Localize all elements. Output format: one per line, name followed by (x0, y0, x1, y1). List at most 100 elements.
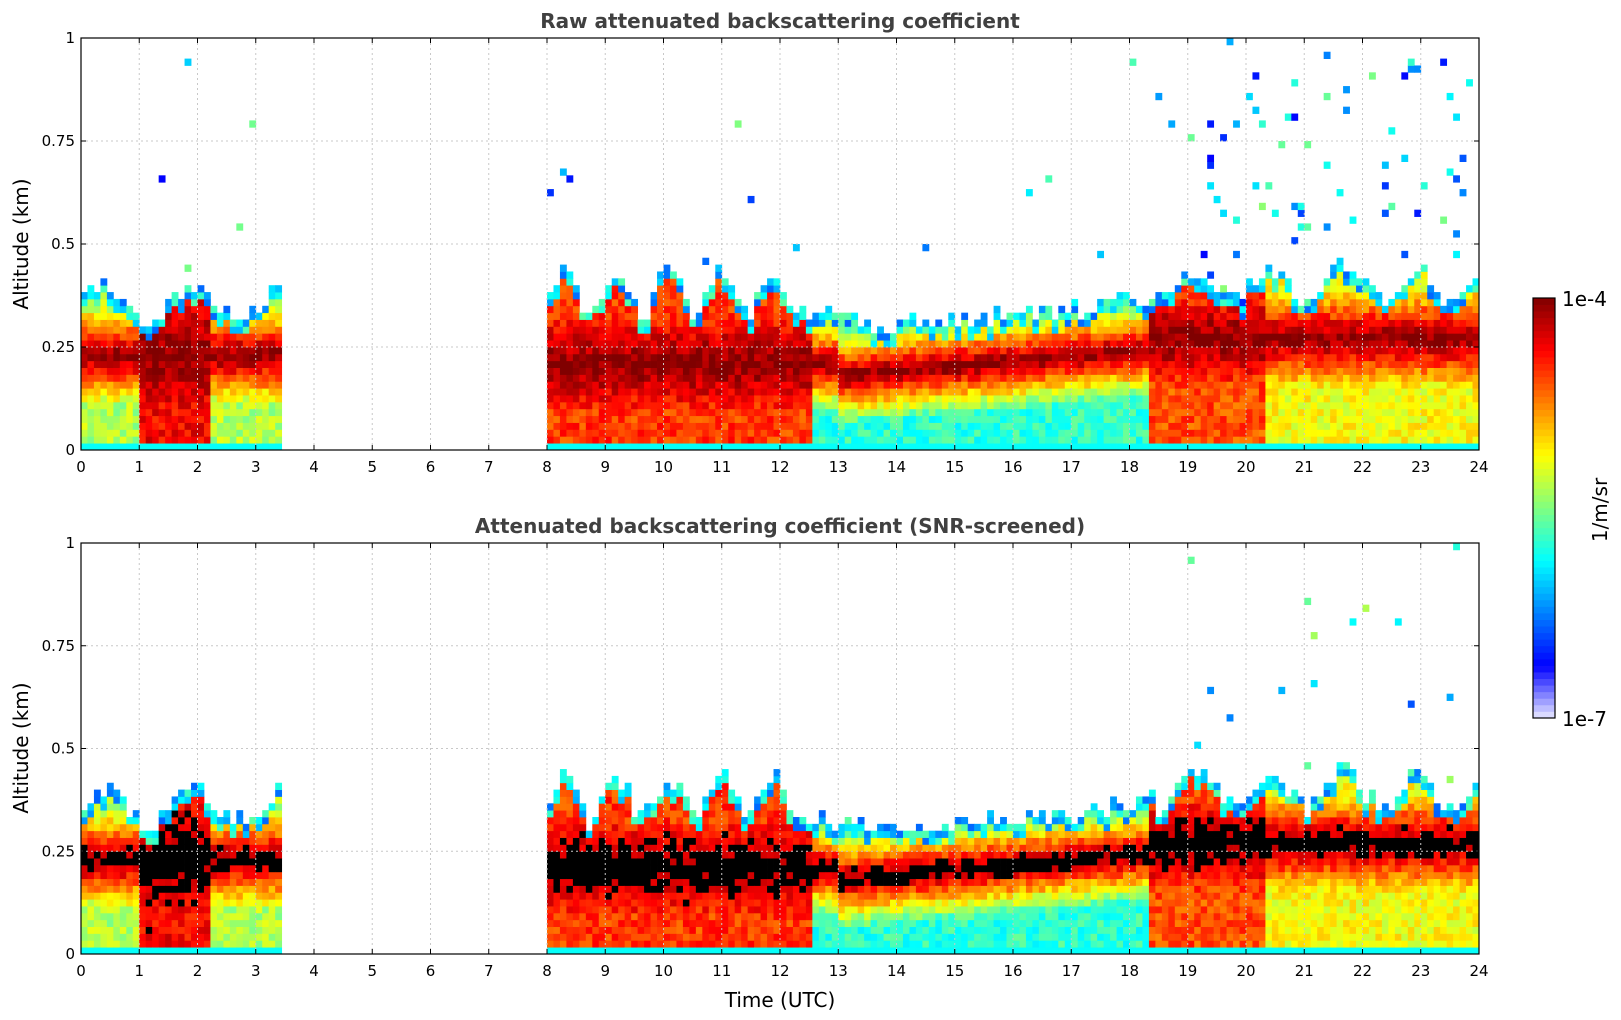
heatmap-cell (1051, 319, 1059, 327)
heatmap-cell (812, 367, 820, 375)
heatmap-cell (184, 298, 192, 307)
heatmap-cell (203, 926, 211, 934)
heatmap-cell (708, 415, 716, 423)
heatmap-cell (1239, 353, 1247, 362)
heatmap-cell (773, 422, 781, 430)
heatmap-cell (1252, 374, 1260, 382)
heatmap-cell (1174, 436, 1182, 444)
heatmap-cell (178, 823, 185, 832)
heatmap-cell (553, 436, 561, 444)
heatmap-cell (1466, 388, 1473, 396)
heatmap-cell (896, 381, 904, 389)
heatmap-cell (100, 429, 108, 437)
heatmap-cell (579, 326, 587, 334)
heatmap-cell (81, 864, 88, 873)
heatmap-cell (191, 353, 198, 362)
heatmap-cell (1013, 422, 1020, 430)
heatmap-cell (216, 878, 224, 886)
heatmap-cell (171, 947, 179, 955)
heatmap-cell (1155, 360, 1163, 368)
heatmap-cell (1330, 353, 1338, 362)
heatmap-cell (805, 347, 813, 355)
heatmap-cell (1284, 305, 1292, 314)
heatmap-cell (669, 401, 677, 410)
heatmap-cell (1168, 298, 1176, 307)
heatmap-cell (1381, 374, 1389, 382)
heatmap-cell (1323, 381, 1331, 389)
x-tick-label: 14 (887, 458, 906, 476)
heatmap-cell (184, 353, 192, 362)
heatmap-cell (754, 292, 761, 300)
heatmap-cell (100, 388, 108, 396)
heatmap-cell (799, 395, 807, 403)
heatmap-cell (1427, 422, 1435, 430)
heatmap-cell (967, 395, 975, 403)
heatmap-cell (1019, 408, 1027, 417)
heatmap-cell (883, 367, 891, 375)
heatmap-cell (799, 319, 807, 327)
heatmap-cell (1284, 401, 1292, 410)
heatmap-cell (1427, 333, 1435, 341)
heatmap-cell (81, 892, 88, 900)
heatmap-cell (611, 899, 619, 907)
heatmap-cell (1058, 333, 1066, 341)
heatmap-cell (644, 347, 651, 355)
heatmap-cell (1207, 340, 1215, 348)
heatmap-cell (915, 374, 923, 382)
heatmap-cell (1194, 285, 1202, 293)
heatmap-cell (1459, 353, 1467, 362)
heatmap-cell (236, 885, 244, 893)
heatmap-cell (935, 333, 943, 341)
heatmap-cell (87, 353, 95, 362)
heatmap-cell (93, 947, 101, 955)
heatmap-cell (715, 326, 723, 334)
heatmap-cell (559, 312, 567, 320)
heatmap-cell (229, 885, 237, 893)
heatmap-cell (974, 436, 982, 444)
heatmap-cell (1323, 415, 1331, 423)
heatmap-cell (1343, 353, 1350, 362)
heatmap-cell (909, 436, 917, 444)
heatmap-cell (760, 395, 768, 403)
heatmap-cell (1025, 367, 1033, 375)
heatmap-cell (184, 401, 192, 410)
heatmap-cell (236, 912, 244, 921)
heatmap-cell (1207, 367, 1215, 375)
heatmap-cell (229, 443, 237, 451)
heatmap-cell (87, 408, 95, 417)
heatmap-cell (1466, 381, 1473, 389)
heatmap-cell (1045, 340, 1053, 348)
heatmap-cell (767, 333, 774, 341)
heatmap-cell (165, 892, 173, 900)
heatmap-cell (663, 381, 671, 389)
heatmap-cell (669, 408, 677, 417)
heatmap-cell (1161, 443, 1169, 451)
heatmap-cell (1330, 395, 1338, 403)
heatmap-cell (689, 326, 697, 334)
heatmap-cell (618, 285, 626, 293)
heatmap-cell (119, 326, 127, 334)
heatmap-cell (838, 415, 846, 423)
heatmap-cell (132, 947, 140, 955)
heatmap-cell (1058, 367, 1066, 375)
heatmap-cell (1446, 347, 1454, 355)
heatmap-cell (1343, 298, 1350, 307)
heatmap-cell (844, 333, 852, 341)
heatmap-cell (1375, 374, 1383, 382)
heatmap-cell (1110, 422, 1117, 430)
heatmap-cell (922, 326, 930, 334)
heatmap-cell (1330, 388, 1338, 396)
heatmap-cell (126, 333, 134, 341)
heatmap-cell (197, 381, 205, 389)
heatmap-cell (1265, 429, 1273, 437)
heatmap-cell (1226, 367, 1234, 375)
heatmap-cell (1142, 367, 1150, 375)
heatmap-cell (216, 823, 224, 832)
heatmap-cell (223, 906, 231, 914)
heatmap-cell (741, 408, 749, 417)
heatmap-cell (780, 340, 787, 348)
heatmap-cell (1440, 319, 1448, 327)
heatmap-cell (1349, 305, 1357, 314)
heatmap-cell (106, 367, 114, 375)
heatmap-cell (663, 278, 671, 286)
